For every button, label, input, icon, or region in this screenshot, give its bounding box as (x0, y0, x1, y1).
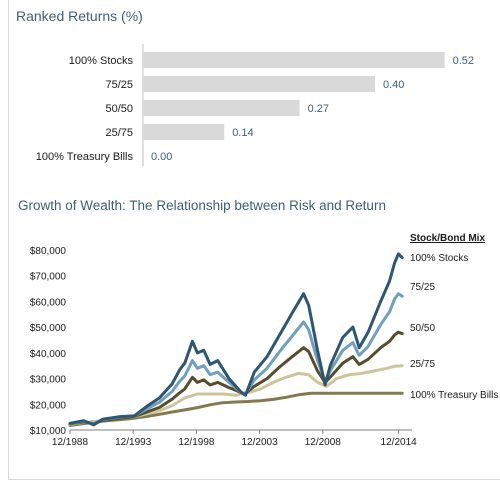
chart-panel (8, 0, 500, 480)
y-tick-label: $80,000 (30, 246, 67, 257)
bar-value-label-25-75: 0.14 (232, 127, 253, 139)
bar-category-label-100pct-stocks: 100% Stocks (69, 55, 134, 67)
y-tick-label: $40,000 (30, 349, 67, 360)
bar-category-label-100pct-treasury-bills: 100% Treasury Bills (36, 151, 134, 163)
line-chart-title: Growth of Wealth: The Relationship betwe… (18, 198, 386, 213)
bar-category-label-25-75: 25/75 (105, 127, 133, 139)
bar-50-50 (143, 100, 300, 116)
legend-label-75-25: 75/25 (410, 282, 435, 293)
x-tick-label: 12/2008 (305, 437, 342, 448)
x-tick-label: 12/1988 (52, 437, 89, 448)
series-line-75-25 (68, 292, 404, 426)
y-tick-label: $50,000 (30, 323, 67, 334)
legend-label-25-75: 25/75 (410, 359, 435, 370)
x-tick-label: 12/1998 (178, 437, 215, 448)
series-line-100pct-treasury-bills (68, 391, 404, 427)
ranked-returns-bar-chart: 100% Stocks 0.52 75/25 0.40 50/50 0.27 25/75 0.… (36, 44, 474, 166)
bar-value-label-75-25: 0.40 (383, 79, 404, 91)
bar-75-25 (143, 76, 375, 92)
series-line-50-50 (68, 330, 404, 426)
y-tick-label: $20,000 (30, 400, 67, 411)
y-tick-label: $10,000 (30, 426, 67, 437)
x-tick-label: 12/2014 (381, 437, 418, 448)
y-tick-label: $30,000 (30, 375, 67, 386)
legend-label-100pct-stocks: 100% Stocks (410, 253, 468, 264)
bar-value-label-50-50: 0.27 (308, 103, 329, 115)
bar-chart-title: Ranked Returns (%) (16, 8, 143, 24)
bar-value-label-100pct-stocks: 0.52 (453, 55, 474, 67)
legend-title: Stock/Bond Mix (410, 233, 485, 244)
bar-category-label-50-50: 50/50 (105, 103, 133, 115)
bar-25-75 (143, 124, 225, 140)
y-tick-label: $70,000 (30, 272, 67, 283)
legend-label-50-50: 50/50 (410, 323, 435, 334)
bar-value-label-100pct-treasury-bills: 0.00 (151, 151, 172, 163)
series-line-100pct-stocks (68, 252, 404, 427)
bar-100pct-stocks (143, 52, 445, 68)
x-tick-label: 12/2003 (242, 437, 279, 448)
x-tick-label: 12/1993 (115, 437, 152, 448)
legend-label-100pct-treasury-bills: 100% Treasury Bills (410, 390, 498, 401)
bar-category-label-75-25: 75/25 (105, 79, 133, 91)
y-tick-label: $60,000 (30, 297, 67, 308)
